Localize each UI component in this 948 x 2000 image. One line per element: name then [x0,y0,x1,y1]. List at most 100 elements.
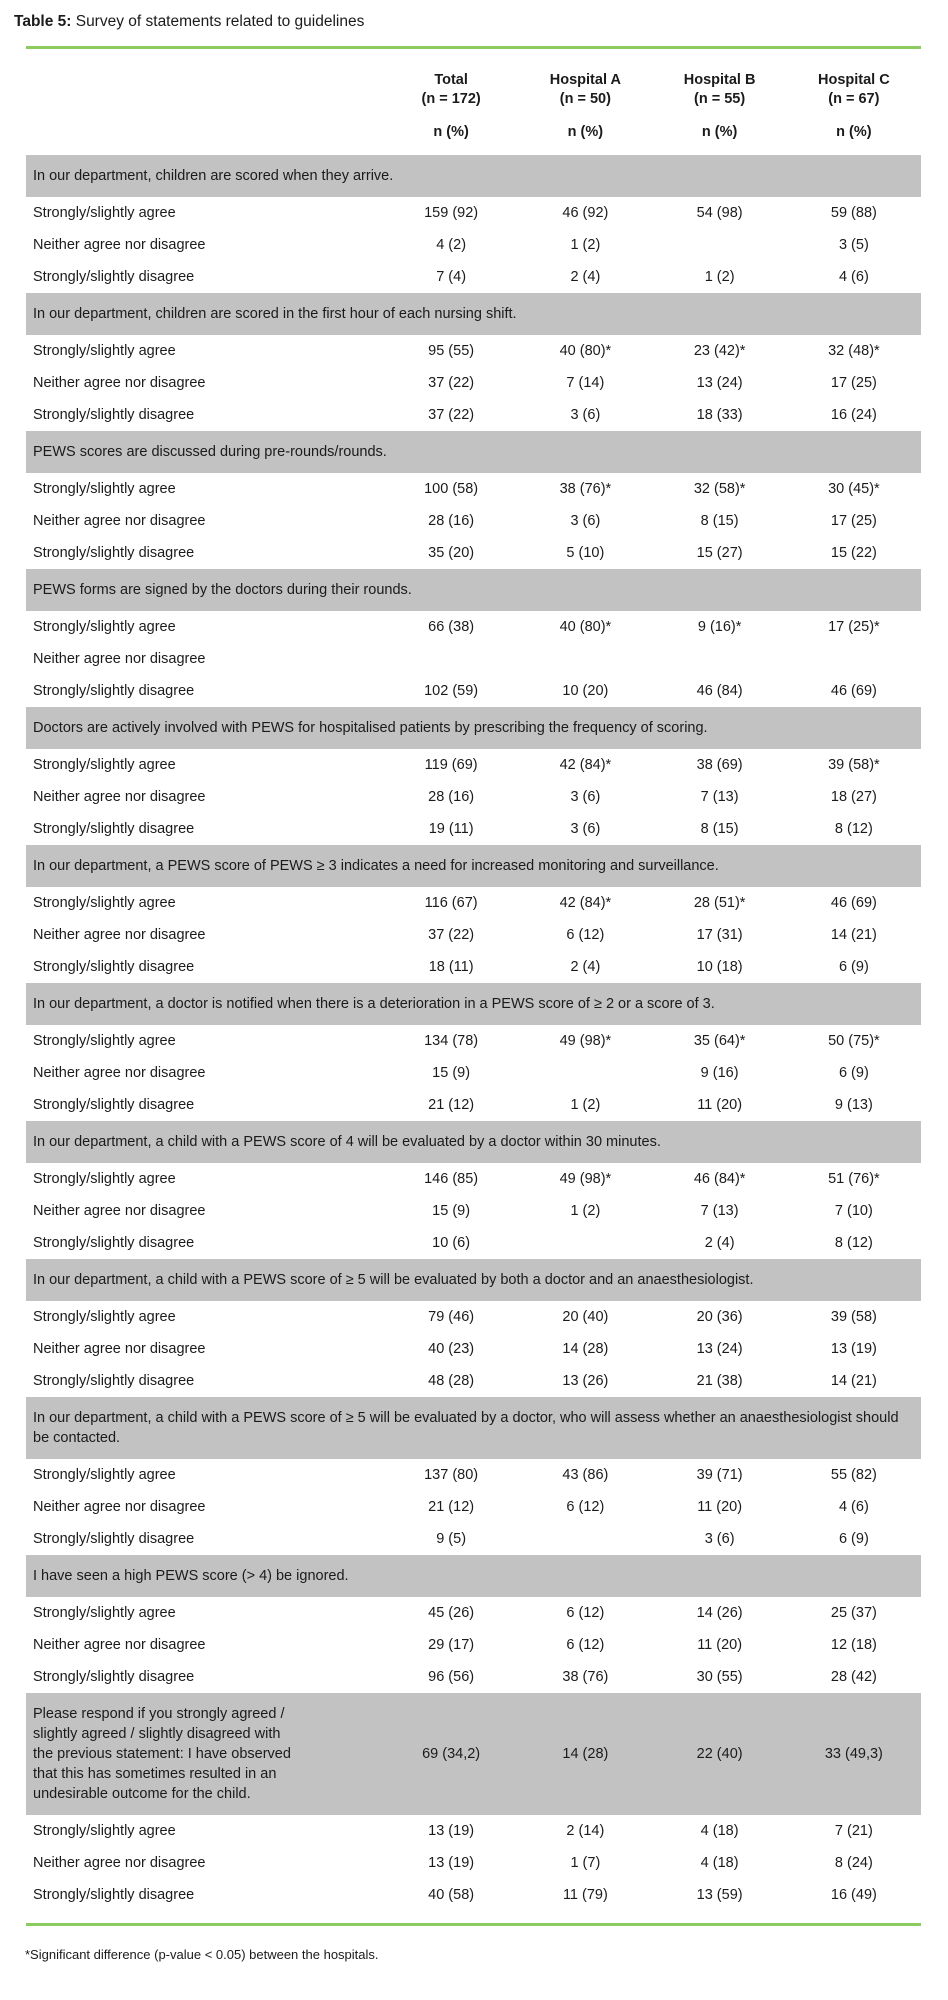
value-cell: 79 (46) [428,1309,475,1325]
value-cell: 2 (4) [704,1235,735,1251]
value-cell: 134 (78) [424,1033,479,1049]
response-row: Neither agree nor disagree 37 (22) 6 (12) 1… [26,919,921,951]
statement-value-cell: 69 (34,2) [384,1693,519,1815]
response-row: Strongly/slightly disagree 21 (12) 1 (2) 11… [26,1089,921,1121]
value-cell: 28 (16) [428,789,475,805]
response-row: Strongly/slightly agree 159 (92) 46 (92) 54… [26,197,921,229]
response-label: Strongly/slightly disagree [33,1531,195,1547]
response-row: Neither agree nor disagree 29 (17) 6 (12) 1… [26,1629,921,1661]
value-cell: 95 (55) [428,343,475,359]
response-label: Strongly/slightly disagree [33,1373,195,1389]
response-label: Strongly/slightly agree [33,1033,176,1049]
value-cell: 4 (6) [838,1499,869,1515]
value-cell: 7 (4) [436,269,467,285]
response-row: Neither agree nor disagree 28 (16) 3 (6) 7 … [26,781,921,813]
value-cell: 21 (12) [428,1499,475,1515]
value-cell: 20 (40) [562,1309,609,1325]
value-cell: 13 (19) [428,1855,475,1871]
response-label: Neither agree nor disagree [33,513,206,529]
value-cell: 35 (20) [428,545,475,561]
statement-row: In our department, a child with a PEWS s… [26,1397,921,1459]
response-label: Strongly/slightly agree [33,757,176,773]
response-row: Neither agree nor disagree 21 (12) 6 (12) 1… [26,1491,921,1523]
value-cell [518,1523,652,1555]
statement-row: In our department, children are scored i… [26,293,921,335]
response-row: Strongly/slightly disagree 48 (28) 13 (26)… [26,1365,921,1397]
statement-row: PEWS forms are signed by the doctors dur… [26,569,921,611]
value-cell: 1 (2) [570,237,601,253]
column-subheader: n (%) [836,124,872,140]
response-label: Strongly/slightly disagree [33,407,195,423]
column-n: (n = 50) [559,91,611,107]
column-n: (n = 55) [694,91,746,107]
value-cell: 15 (22) [830,545,877,561]
statement-row: PEWS scores are discussed during pre-rou… [26,431,921,473]
value-cell: 116 (67) [424,895,478,911]
value-cell: 37 (22) [428,407,475,423]
response-label: Strongly/slightly agree [33,1823,176,1839]
statement-value-cell: 14 (28) [518,1693,653,1815]
value-cell: 40 (80)* [559,619,612,635]
value-cell: 8 (15) [700,821,739,837]
value-cell: 4 (6) [838,269,869,285]
statement-text: I have seen a high PEWS score (> 4) be i… [26,1555,921,1597]
value-cell: 6 (12) [566,1605,605,1621]
table-header: Total (n = 172) Hospital A (n = 50) Hosp… [26,49,921,155]
value-cell: 4 (18) [700,1823,739,1839]
response-row: Neither agree nor disagree 15 (9) 1 (2) 7 (… [26,1195,921,1227]
value-cell: 119 (69) [424,757,478,773]
value-cell: 17 (25) [830,375,877,391]
response-label: Neither agree nor disagree [33,1203,206,1219]
response-row: Neither agree nor disagree 4 (2) 1 (2) 3 (5… [26,229,921,261]
value-cell: 3 (6) [570,407,601,423]
response-row: Strongly/slightly disagree 102 (59) 10 (20… [26,675,921,707]
response-row: Neither agree nor disagree 28 (16) 3 (6) 8 … [26,505,921,537]
response-row: Strongly/slightly disagree 35 (20) 5 (10) 1… [26,537,921,569]
column-n: (n = 67) [828,91,880,107]
value-cell: 102 (59) [424,683,479,699]
response-label: Strongly/slightly agree [33,619,176,635]
value-cell: 17 (25) [830,513,877,529]
response-row: Strongly/slightly agree 137 (80) 43 (86) 39… [26,1459,921,1491]
column-name: Hospital A [549,72,621,88]
statement-row: Please respond if you strongly agreed / … [26,1693,921,1815]
value-cell [518,1057,652,1089]
footnote: *Significant difference (p-value < 0.05)… [25,1947,379,1962]
value-cell: 42 (84)* [559,757,612,773]
column-name: Hospital B [683,72,756,88]
value-cell: 66 (38) [428,619,475,635]
value-cell: 17 (31) [696,927,743,943]
response-label: Strongly/slightly disagree [33,1887,195,1903]
response-label: Strongly/slightly agree [33,1171,176,1187]
value-cell: 39 (71) [696,1467,743,1483]
value-cell: 28 (42) [830,1669,877,1685]
column-subheader: n (%) [701,124,738,140]
value-cell [518,643,652,675]
response-row: Strongly/slightly agree 45 (26) 6 (12) 14 (… [26,1597,921,1629]
response-row: Strongly/slightly disagree 7 (4) 2 (4) 1 (2… [26,261,921,293]
value-cell: 10 (18) [696,959,743,975]
value-cell: 51 (76)* [828,1171,880,1187]
value-cell: 7 (14) [566,375,605,391]
value-cell: 96 (56) [428,1669,475,1685]
header-row-names: Total (n = 172) Hospital A (n = 50) Hosp… [26,49,921,109]
response-row: Strongly/slightly agree 134 (78) 49 (98)* 3… [26,1025,921,1057]
value-cell: 25 (37) [830,1605,877,1621]
value-cell: 28 (16) [428,513,475,529]
column-subheader: n (%) [567,124,604,140]
value-cell: 1 (2) [570,1203,601,1219]
value-cell: 13 (26) [562,1373,609,1389]
value-cell: 38 (69) [696,757,743,773]
value-cell: 14 (28) [562,1341,609,1357]
statement-text: In our department, a PEWS score of PEWS … [26,845,921,887]
value-cell: 29 (17) [428,1637,475,1653]
value-cell: 3 (5) [838,237,869,253]
header-row-npercent: n (%) n (%) n (%) n (%) [26,109,921,155]
value-cell: 32 (58)* [693,481,746,497]
response-label: Strongly/slightly disagree [33,1235,195,1251]
statement-value-cell: 22 (40) [652,1693,787,1815]
response-row: Strongly/slightly agree 146 (85) 49 (98)* 4… [26,1163,921,1195]
value-cell: 49 (98)* [559,1033,612,1049]
column-subheader: n (%) [433,124,469,140]
